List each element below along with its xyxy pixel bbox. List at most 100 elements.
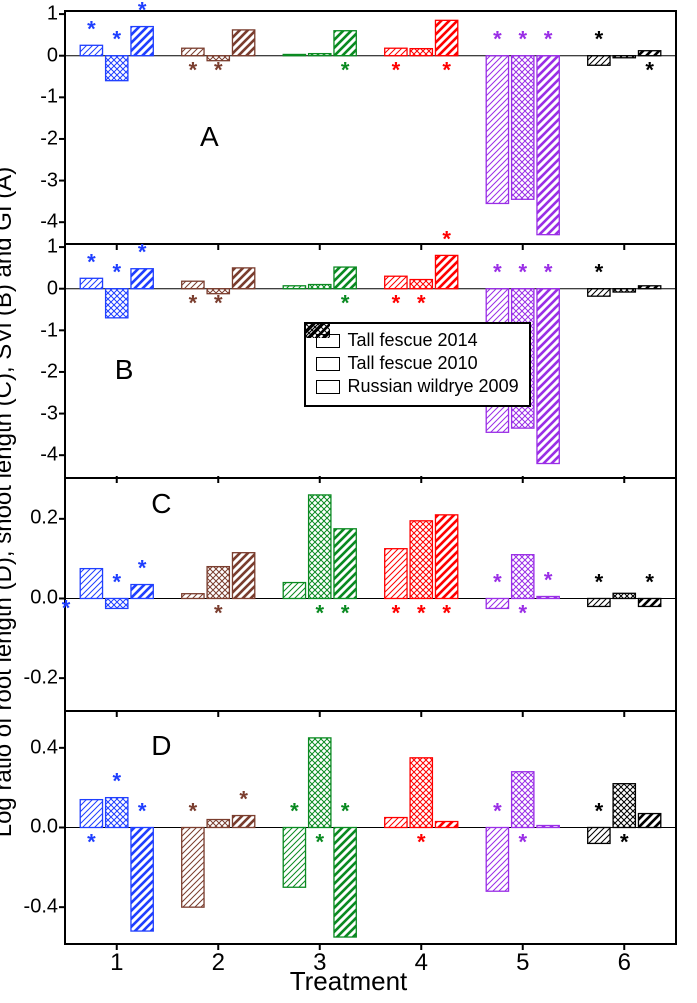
sig-star: * — [645, 569, 654, 594]
sig-star: * — [138, 555, 147, 580]
ytick-label: -0.2 — [12, 666, 58, 689]
bar — [232, 552, 254, 598]
bar — [309, 285, 331, 289]
bar — [512, 771, 534, 827]
sig-star: * — [214, 58, 223, 83]
bar — [283, 54, 305, 55]
sig-star: * — [493, 798, 502, 823]
ytick-label: 1 — [12, 3, 58, 26]
bar — [385, 276, 407, 288]
bar — [385, 48, 407, 55]
sig-star: * — [518, 600, 527, 625]
bar — [334, 827, 356, 937]
bar — [435, 256, 457, 289]
bar — [638, 598, 660, 606]
bar — [435, 20, 457, 55]
bar — [588, 598, 610, 606]
panel-C: **************-0.20.00.2C — [64, 477, 677, 712]
bar — [309, 54, 331, 56]
bar — [334, 528, 356, 598]
yticks-D: -0.4 0.0 0.4 — [12, 712, 62, 943]
sig-star: * — [87, 250, 96, 275]
sig-star: * — [417, 829, 426, 854]
legend-label: Russian wildrye 2009 — [348, 376, 519, 397]
bar — [106, 56, 128, 81]
bar — [283, 286, 305, 289]
sig-star: * — [493, 260, 502, 285]
sig-star: * — [214, 291, 223, 316]
sig-star: * — [341, 600, 350, 625]
sig-star: * — [112, 768, 121, 793]
ytick-label: -1 — [12, 319, 58, 342]
panel-A: *************-4-3-2-101A — [64, 10, 677, 245]
sig-star: * — [341, 58, 350, 83]
legend-label: Tall fescue 2014 — [348, 330, 478, 351]
bar — [131, 27, 153, 56]
bar — [486, 56, 508, 204]
sig-star: * — [442, 58, 451, 83]
bar — [638, 813, 660, 827]
bar — [410, 49, 432, 56]
legend-row: Tall fescue 2010 — [316, 353, 519, 374]
bar — [106, 289, 128, 318]
ytick-label: 0.0 — [12, 586, 58, 609]
sig-star: * — [442, 600, 451, 625]
sig-star: * — [544, 567, 553, 592]
bar — [588, 289, 610, 296]
sig-star: * — [493, 569, 502, 594]
ytick-label: 0 — [12, 277, 58, 300]
bar — [537, 596, 559, 598]
sig-star: * — [315, 600, 324, 625]
x-axis-label: Treatment — [0, 966, 697, 997]
bar — [537, 289, 559, 464]
bar — [334, 267, 356, 289]
sig-star: * — [87, 16, 96, 41]
bar — [80, 568, 102, 598]
bar — [410, 280, 432, 289]
bar — [638, 51, 660, 56]
sig-star: * — [341, 291, 350, 316]
bar — [613, 289, 635, 292]
sig-star: * — [595, 569, 604, 594]
ytick-label: 0.4 — [12, 736, 58, 759]
legend-label: Tall fescue 2010 — [348, 353, 478, 374]
bar — [106, 598, 128, 608]
ytick-label: -0.4 — [12, 895, 58, 918]
bar — [182, 281, 204, 288]
legend: Tall fescue 2014Tall fescue 2010Russian … — [304, 322, 531, 407]
bar — [410, 520, 432, 598]
bar — [207, 566, 229, 598]
sig-star: * — [595, 27, 604, 52]
sig-star: * — [239, 786, 248, 811]
panels-container: *************-4-3-2-101A*************-4-… — [64, 12, 677, 945]
sig-star: * — [189, 798, 198, 823]
bar — [131, 584, 153, 598]
sig-star: * — [112, 260, 121, 285]
bar — [80, 279, 102, 289]
bar — [309, 738, 331, 828]
ytick-label: -4 — [12, 211, 58, 234]
ytick-label: 0.0 — [12, 816, 58, 839]
figure-root: Log ratio of root length (D), shoot leng… — [0, 0, 697, 1003]
bar — [80, 45, 102, 55]
sig-star: * — [87, 829, 96, 854]
bar — [232, 268, 254, 289]
bar — [80, 799, 102, 827]
bar — [207, 819, 229, 827]
bar — [613, 593, 635, 598]
bar — [131, 827, 153, 931]
ytick-label: 1 — [12, 236, 58, 259]
yticks-C: -0.20.00.2 — [12, 479, 62, 710]
ytick-label: -3 — [12, 402, 58, 425]
sig-star: * — [518, 829, 527, 854]
bar — [182, 593, 204, 598]
sig-star: * — [112, 27, 121, 52]
legend-row: Russian wildrye 2009 — [316, 376, 519, 397]
bar — [385, 548, 407, 598]
panel-D: *************-0.40.00.4D123456 — [64, 710, 677, 945]
sig-star: * — [518, 260, 527, 285]
panel-B: *************-4-3-2-101BTall fescue 2014… — [64, 243, 677, 478]
bar — [232, 815, 254, 827]
bar — [638, 286, 660, 289]
bar — [182, 48, 204, 55]
